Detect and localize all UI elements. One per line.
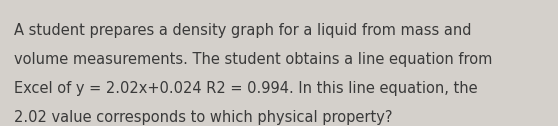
Text: 2.02 value corresponds to which physical property?: 2.02 value corresponds to which physical… xyxy=(14,110,392,125)
Text: Excel of y = 2.02x+0.024 R2 = 0.994. In this line equation, the: Excel of y = 2.02x+0.024 R2 = 0.994. In … xyxy=(14,81,478,96)
Text: volume measurements. The student obtains a line equation from: volume measurements. The student obtains… xyxy=(14,52,492,67)
Text: A student prepares a density graph for a liquid from mass and: A student prepares a density graph for a… xyxy=(14,23,472,38)
